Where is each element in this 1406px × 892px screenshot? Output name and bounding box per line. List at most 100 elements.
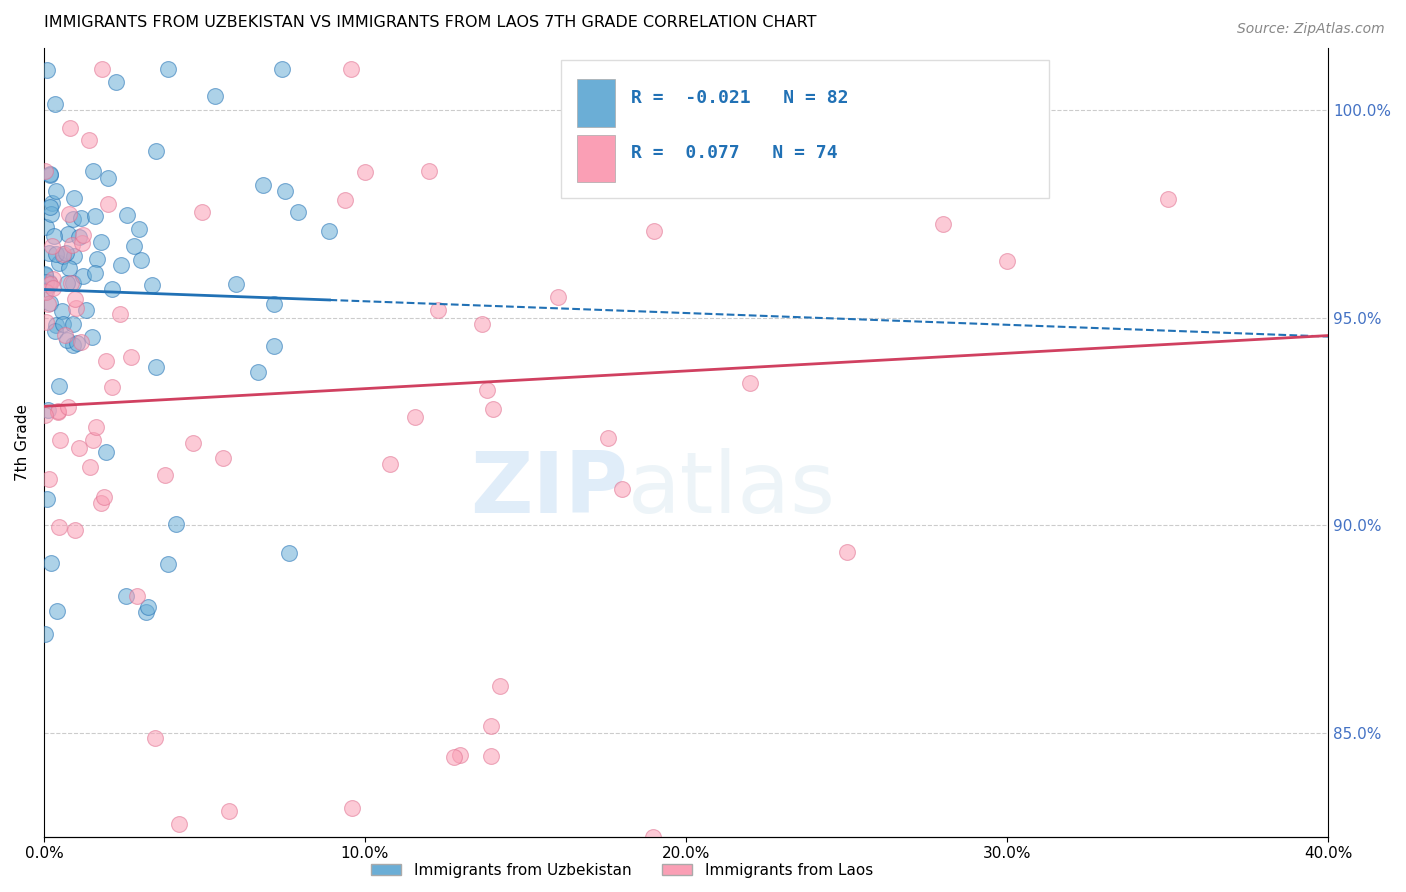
Point [48, 256, 70, 270]
Point [91, 62, 114, 76]
Point [62, 317, 84, 331]
Point [596, 431, 619, 445]
Point [427, 302, 450, 317]
Point [62, 338, 84, 352]
Point [204, 88, 226, 103]
Point [643, 830, 665, 844]
Text: R =  -0.021   N = 82: R = -0.021 N = 82 [631, 88, 848, 106]
Point [191, 205, 214, 219]
Point [56, 333, 79, 347]
Point [340, 800, 363, 814]
Point [93, 490, 115, 504]
Point [86, 252, 108, 266]
Point [84, 420, 107, 434]
Point [167, 817, 190, 831]
Point [72, 227, 94, 242]
Point [35, 275, 58, 289]
Point [63, 249, 86, 263]
Point [39, 168, 62, 182]
Point [70, 334, 93, 349]
Point [39, 207, 62, 221]
Point [38, 246, 60, 260]
Point [34, 268, 56, 283]
Point [45, 247, 67, 261]
Point [65, 301, 87, 315]
Point [212, 450, 235, 465]
Point [48, 379, 70, 393]
Point [45, 604, 67, 618]
Point [58, 261, 80, 276]
Point [90, 235, 112, 250]
Point [80, 330, 103, 344]
Point [34, 627, 56, 641]
Point [42, 281, 65, 295]
Point [274, 184, 297, 198]
Point [37, 403, 59, 417]
Point [145, 144, 167, 158]
Point [122, 238, 145, 252]
Point [157, 62, 180, 76]
FancyBboxPatch shape [576, 79, 616, 127]
Point [333, 193, 356, 207]
Point [90, 496, 112, 510]
Point [165, 517, 187, 532]
Point [52, 249, 75, 263]
Point [34, 164, 56, 178]
Point [66, 335, 89, 350]
Point [263, 339, 285, 353]
Point [835, 545, 858, 559]
Point [105, 75, 128, 89]
Point [101, 380, 124, 394]
Point [60, 237, 83, 252]
Point [547, 290, 569, 304]
Point [45, 184, 67, 198]
Point [101, 281, 124, 295]
Point [475, 383, 498, 397]
Point [318, 224, 340, 238]
Point [51, 304, 73, 318]
Point [58, 401, 80, 415]
Text: R =  0.077   N = 74: R = 0.077 N = 74 [631, 144, 838, 161]
Point [48, 520, 70, 534]
Point [740, 376, 762, 391]
Point [610, 482, 633, 496]
Point [38, 472, 60, 486]
Point [52, 246, 75, 260]
Point [56, 227, 79, 242]
Point [56, 276, 79, 290]
Text: Source: ZipAtlas.com: Source: ZipAtlas.com [1237, 22, 1385, 37]
Point [97, 170, 120, 185]
Point [252, 178, 274, 192]
Point [34, 408, 56, 422]
Point [62, 211, 84, 226]
Point [479, 748, 502, 763]
Point [60, 276, 83, 290]
Point [471, 317, 494, 331]
Point [488, 679, 510, 693]
Point [38, 275, 60, 289]
Point [110, 258, 132, 272]
Point [120, 351, 142, 365]
Point [128, 222, 150, 236]
Point [110, 307, 132, 321]
Point [44, 318, 66, 332]
Point [63, 523, 86, 537]
Point [271, 62, 294, 76]
Point [51, 318, 73, 332]
Point [246, 365, 269, 379]
Point [70, 211, 93, 225]
Point [340, 62, 363, 76]
Legend: Immigrants from Uzbekistan, Immigrants from Laos: Immigrants from Uzbekistan, Immigrants f… [364, 857, 879, 884]
Point [59, 121, 82, 136]
Point [84, 266, 107, 280]
Point [72, 268, 94, 283]
Point [354, 165, 377, 179]
Point [79, 133, 101, 147]
Point [46, 405, 69, 419]
Point [63, 192, 86, 206]
Point [58, 207, 80, 221]
Point [35, 316, 58, 330]
Text: IMMIGRANTS FROM UZBEKISTAN VS IMMIGRANTS FROM LAOS 7TH GRADE CORRELATION CHART: IMMIGRANTS FROM UZBEKISTAN VS IMMIGRANTS… [44, 15, 817, 30]
Point [114, 589, 136, 603]
Point [404, 410, 426, 425]
